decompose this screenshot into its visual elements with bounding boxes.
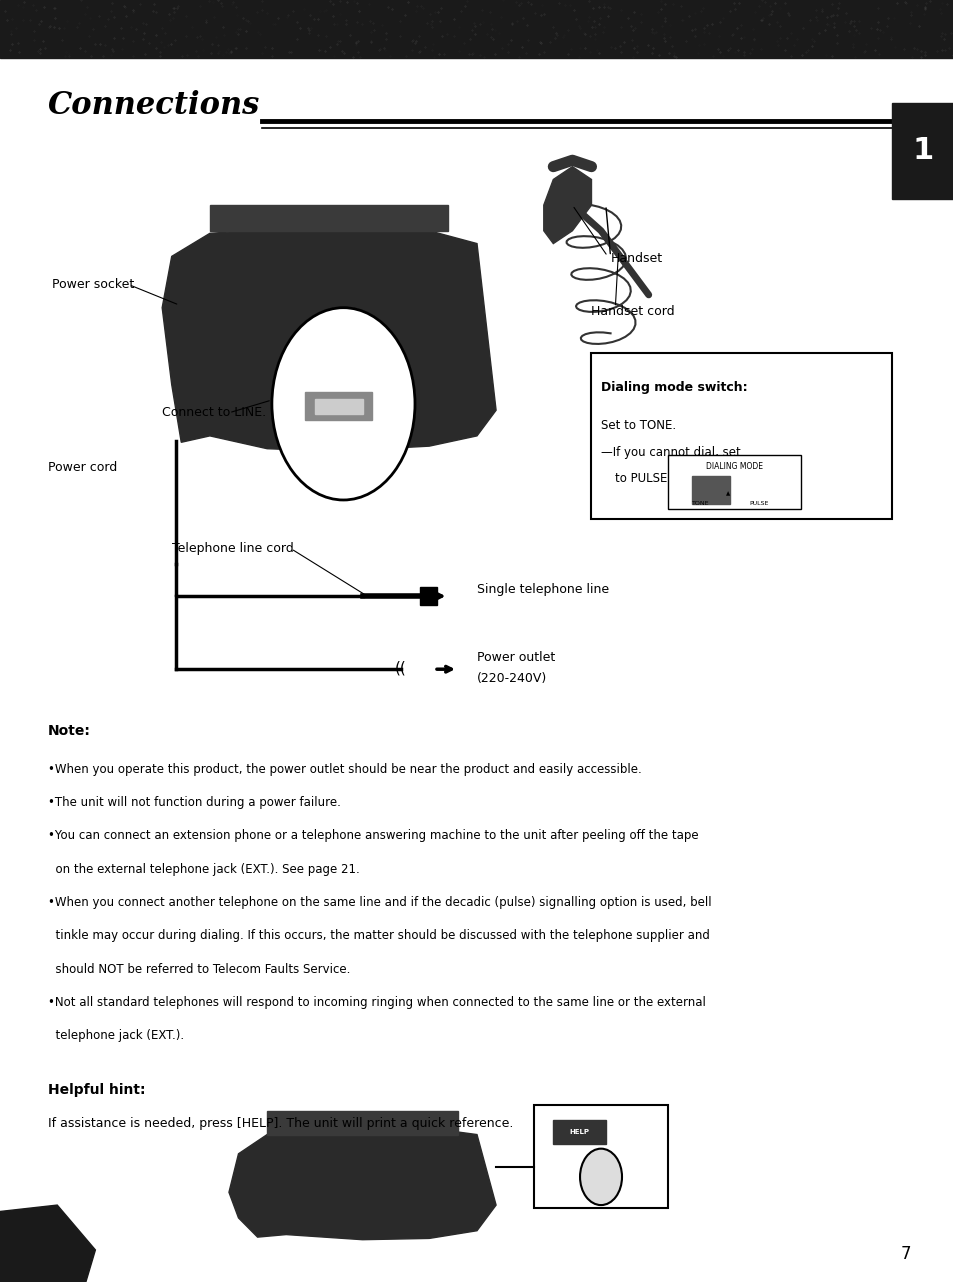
Text: Dialing mode switch:: Dialing mode switch:: [600, 381, 747, 394]
Text: 7: 7: [900, 1245, 911, 1263]
Text: Set to TONE.: Set to TONE.: [600, 419, 676, 432]
Text: •The unit will not function during a power failure.: •The unit will not function during a pow…: [48, 796, 340, 809]
Bar: [553, 1120, 605, 1144]
Bar: [305, 392, 372, 420]
Text: should NOT be referred to Telecom Faults Service.: should NOT be referred to Telecom Faults…: [48, 963, 350, 976]
FancyBboxPatch shape: [534, 1105, 667, 1208]
Text: PULSE: PULSE: [748, 501, 767, 506]
Polygon shape: [210, 205, 448, 231]
Text: Helpful hint:: Helpful hint:: [48, 1083, 145, 1097]
Text: Power socket: Power socket: [52, 278, 134, 291]
Polygon shape: [543, 167, 591, 244]
Bar: [267, 1111, 457, 1135]
Polygon shape: [229, 1128, 496, 1240]
Polygon shape: [0, 1205, 95, 1282]
Polygon shape: [162, 224, 496, 451]
Bar: [667, 455, 801, 509]
Text: ((: ((: [395, 660, 406, 676]
FancyBboxPatch shape: [591, 353, 891, 519]
Text: •When you connect another telephone on the same line and if the decadic (pulse) : •When you connect another telephone on t…: [48, 896, 711, 909]
Bar: [314, 399, 362, 414]
Text: HELP: HELP: [569, 1129, 589, 1135]
Text: (220-240V): (220-240V): [476, 672, 547, 685]
Text: Power cord: Power cord: [48, 462, 117, 474]
Text: Connect to LINE.: Connect to LINE.: [162, 406, 266, 419]
Bar: [419, 587, 436, 605]
Text: Note:: Note:: [48, 724, 91, 738]
Circle shape: [272, 308, 415, 500]
Bar: [0, 0, 953, 58]
Text: 1: 1: [911, 136, 933, 165]
Text: tinkle may occur during dialing. If this occurs, the matter should be discussed : tinkle may occur during dialing. If this…: [48, 929, 709, 942]
Text: DIALING MODE: DIALING MODE: [705, 462, 762, 470]
Text: TONE: TONE: [691, 501, 708, 506]
Bar: [691, 476, 729, 504]
Text: •You can connect an extension phone or a telephone answering machine to the unit: •You can connect an extension phone or a…: [48, 829, 698, 842]
Text: Connections: Connections: [48, 90, 259, 121]
Text: •Not all standard telephones will respond to incoming ringing when connected to : •Not all standard telephones will respon…: [48, 996, 705, 1009]
Bar: [891, 103, 953, 199]
Text: Telephone line cord: Telephone line cord: [172, 542, 294, 555]
Text: on the external telephone jack (EXT.). See page 21.: on the external telephone jack (EXT.). S…: [48, 863, 359, 876]
Text: ▲: ▲: [725, 491, 729, 496]
Text: Handset: Handset: [610, 253, 662, 265]
Circle shape: [579, 1149, 621, 1205]
Text: If assistance is needed, press [HELP]. The unit will print a quick reference.: If assistance is needed, press [HELP]. T…: [48, 1117, 513, 1129]
Text: —If you cannot dial, set: —If you cannot dial, set: [600, 446, 740, 459]
Text: Single telephone line: Single telephone line: [476, 583, 608, 596]
Text: Handset cord: Handset cord: [591, 305, 675, 318]
Text: •When you operate this product, the power outlet should be near the product and : •When you operate this product, the powe…: [48, 763, 640, 776]
Text: telephone jack (EXT.).: telephone jack (EXT.).: [48, 1029, 184, 1042]
Text: Power outlet: Power outlet: [476, 651, 555, 664]
Text: to PULSE.: to PULSE.: [615, 472, 671, 485]
